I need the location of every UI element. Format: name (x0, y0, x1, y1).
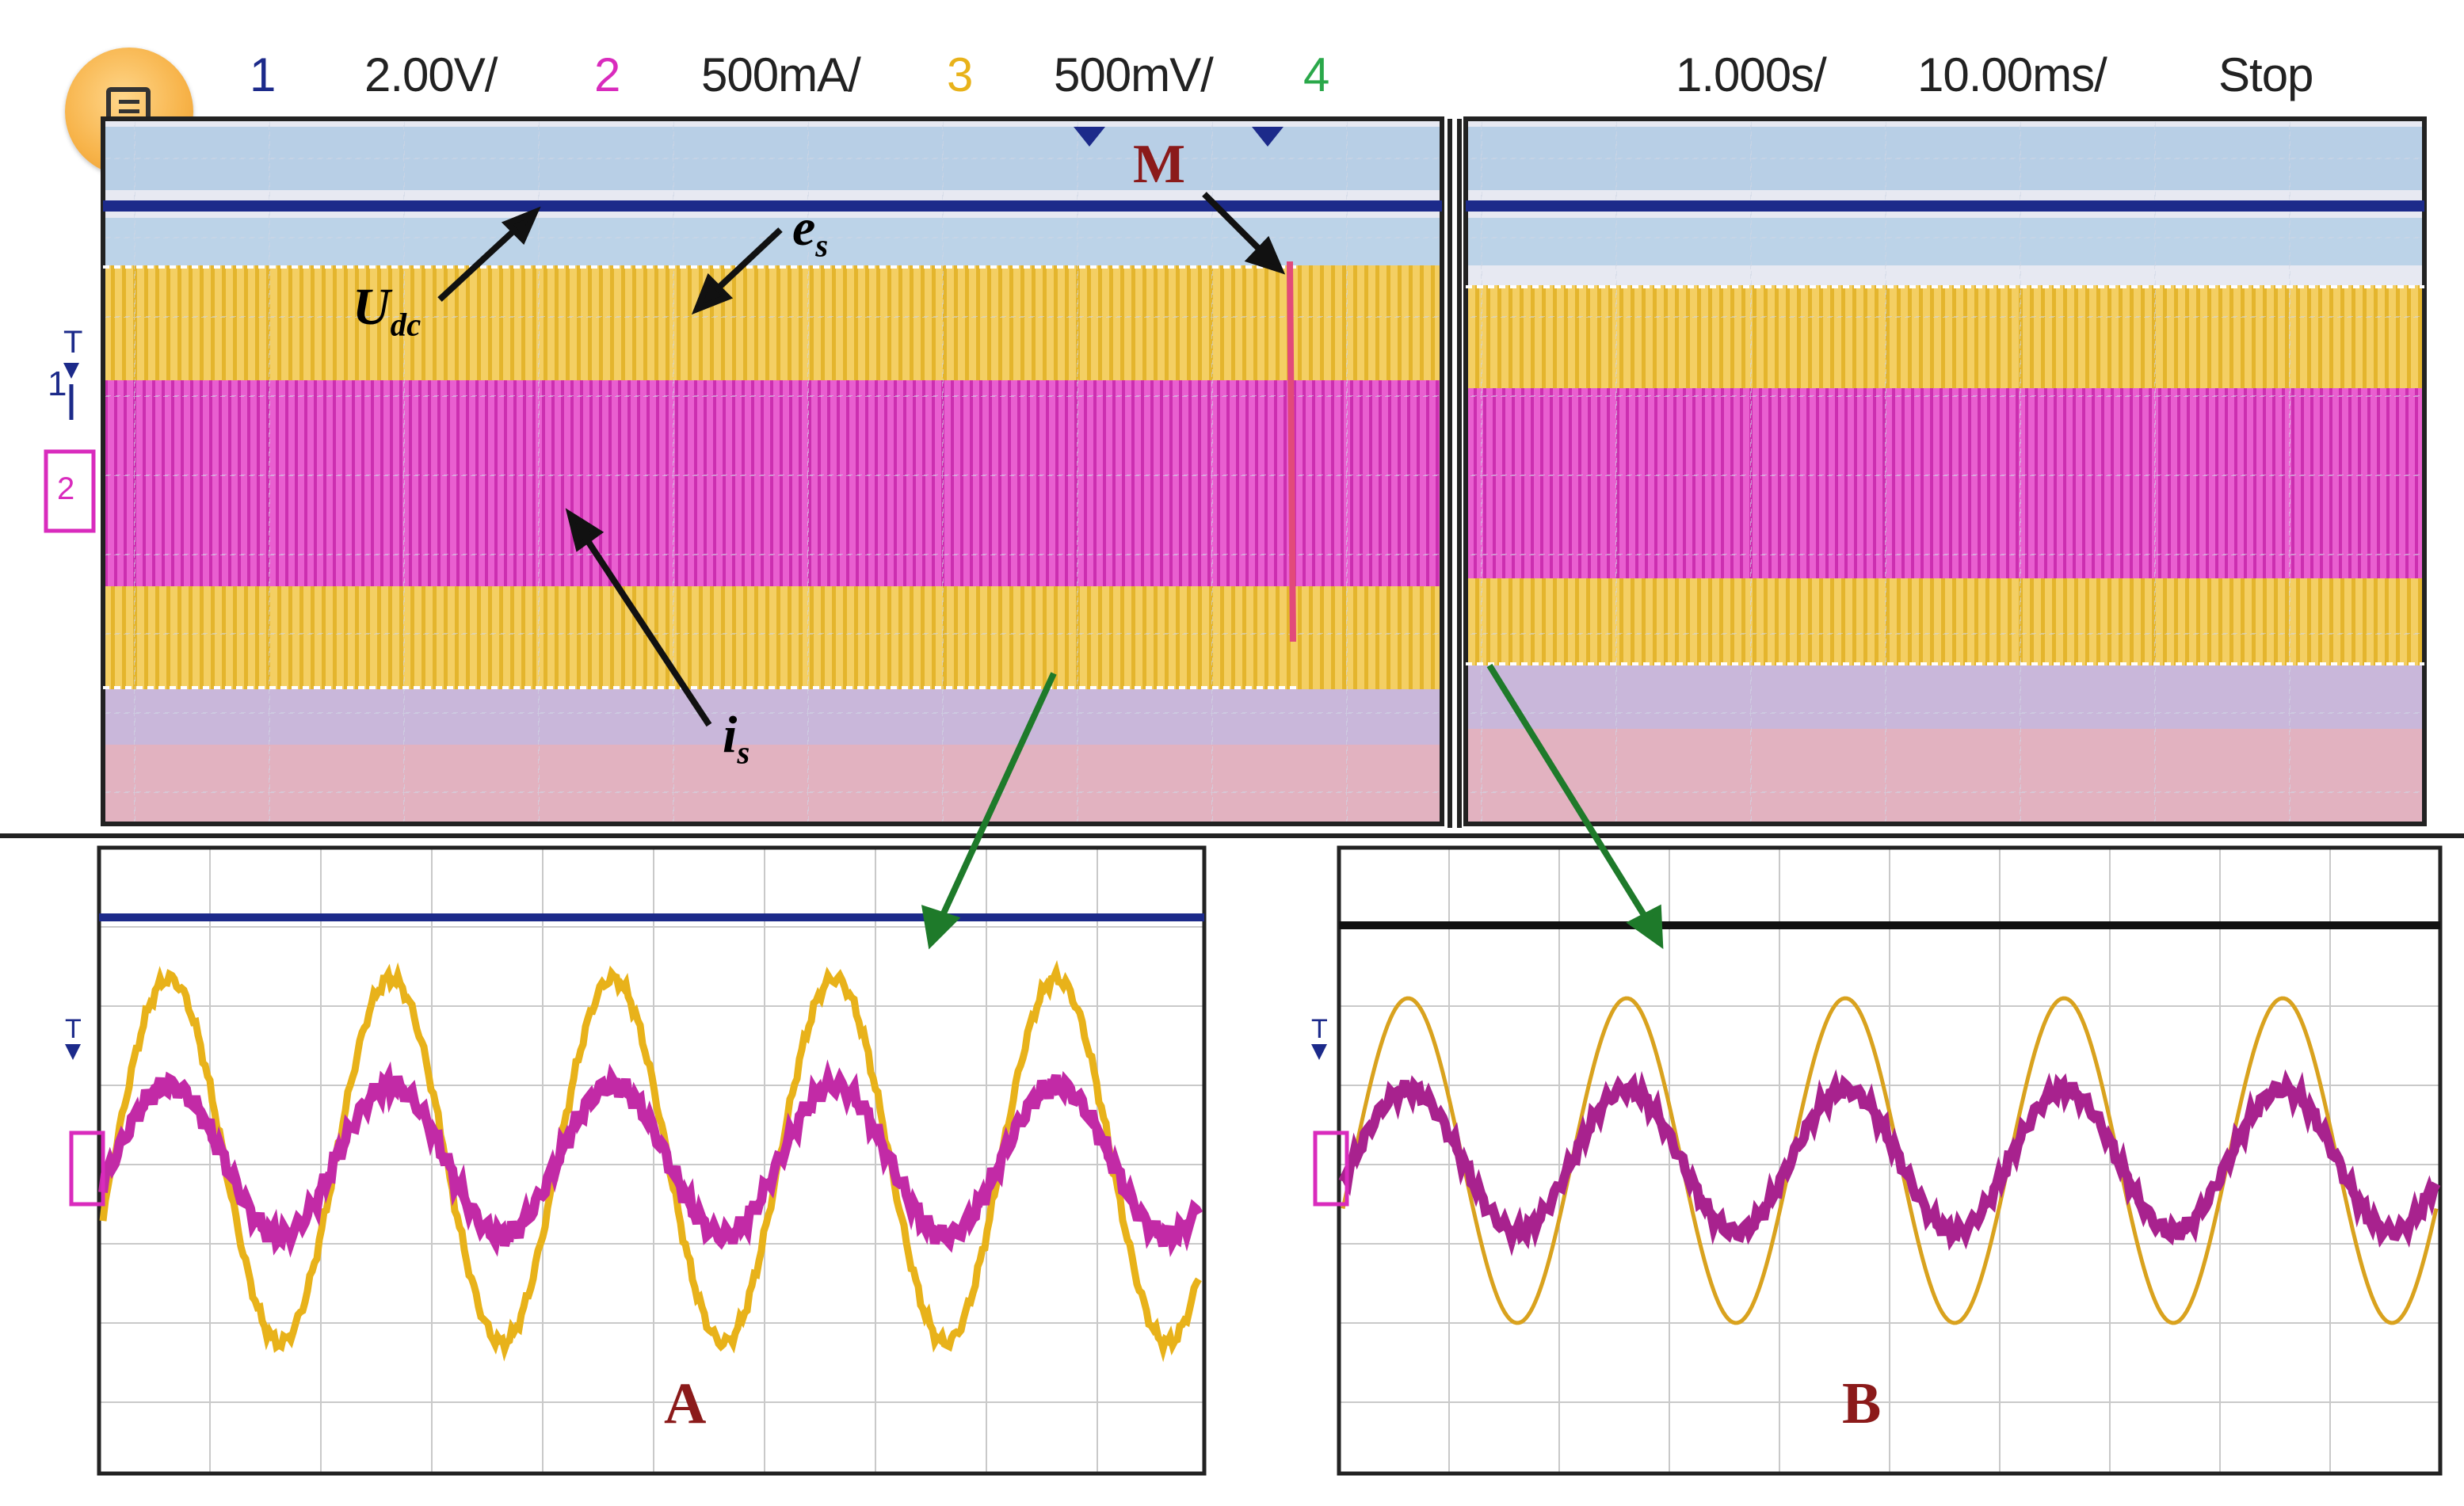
is-trace-zoom-a (98, 1059, 1203, 1258)
ch2-scale[interactable]: 500mA/ (701, 48, 861, 101)
ch1-scale[interactable]: 2.00V/ (364, 48, 498, 101)
zoom-panel-a (97, 845, 1207, 1476)
overview-panel-left (103, 119, 1442, 824)
es-trace-zoom-a (99, 959, 1202, 1363)
trigger-marker: T (63, 325, 83, 360)
is-trace-zoom-b (1338, 1069, 2441, 1256)
zoom-timebase-readout[interactable]: 10.00ms/ (1917, 48, 2107, 101)
ch3-scale[interactable]: 500mV/ (1054, 48, 1214, 101)
udc-label: Udc (353, 278, 421, 343)
is-label: is (723, 706, 750, 771)
m-event-spike (1287, 261, 1296, 642)
trigger-marker-b: T (1311, 1014, 1328, 1044)
ch2-number[interactable]: 2 (594, 48, 620, 101)
trigger-marker-a: T (65, 1014, 82, 1044)
ch2-ground-marker[interactable]: 2 (57, 471, 75, 506)
es-label: es (792, 199, 829, 264)
es-trace-zoom-b (1341, 996, 2439, 1325)
zoom-b-label: B (1842, 1371, 1882, 1436)
channel-markers (44, 363, 1349, 1207)
ch4-number[interactable]: 4 (1303, 48, 1329, 101)
zoom-arrows (921, 663, 1664, 950)
annotation-arrows (437, 192, 1286, 727)
timebase-readout[interactable]: 1.000s/ (1676, 48, 1827, 101)
overview-panel-right (1466, 119, 2424, 824)
ch3-number[interactable]: 3 (947, 48, 973, 101)
zoom-marker-left-icon[interactable] (1074, 127, 1105, 147)
m-label: M (1133, 134, 1186, 195)
ch1-number[interactable]: 1 (250, 48, 276, 101)
zoom-marker-right-icon[interactable] (1252, 127, 1283, 147)
zoom-panel-b (1337, 845, 2443, 1476)
zoom-a-label: A (664, 1371, 707, 1436)
run-state[interactable]: Stop (2218, 48, 2313, 101)
ch1-ground-marker[interactable]: 1 (48, 364, 67, 403)
